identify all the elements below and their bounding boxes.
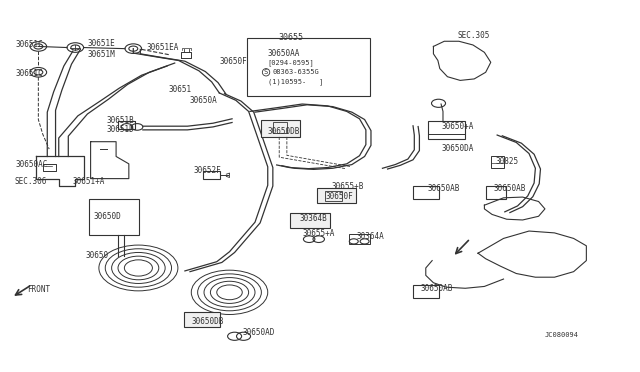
Text: 30364A: 30364A [357, 232, 385, 241]
Text: 30650+A: 30650+A [441, 122, 474, 131]
Text: 30650F: 30650F [325, 192, 353, 201]
Bar [184, 311, 220, 327]
Text: 30650DA: 30650DA [441, 144, 474, 153]
Bar [486, 186, 506, 199]
Text: 30650AB: 30650AB [427, 185, 460, 193]
Text: S: S [264, 69, 268, 75]
Bar [203, 171, 220, 179]
Bar [273, 122, 287, 133]
Text: SEC.305: SEC.305 [457, 31, 490, 40]
Text: 30650: 30650 [86, 251, 109, 260]
Text: 30650AB: 30650AB [493, 185, 525, 193]
Text: 30651E: 30651E [88, 39, 115, 48]
Bar [261, 119, 300, 137]
Text: 30655+A: 30655+A [302, 230, 335, 238]
Text: 30655+B: 30655+B [332, 182, 364, 191]
Text: 30651M: 30651M [88, 50, 115, 59]
Bar [90, 199, 139, 235]
Text: 30650DB: 30650DB [268, 127, 300, 136]
Bar [325, 191, 342, 201]
Text: 30650DB: 30650DB [191, 317, 223, 326]
Text: 08363-6355G: 08363-6355G [272, 69, 319, 75]
Text: 30650AC: 30650AC [15, 160, 48, 169]
Text: FRONT: FRONT [27, 285, 50, 294]
Bar [428, 121, 465, 140]
Bar [317, 188, 356, 203]
Text: 30651EA: 30651EA [147, 43, 179, 52]
Text: (1)10595-   ]: (1)10595- ] [268, 78, 323, 85]
Text: 30650D: 30650D [94, 212, 122, 221]
Text: 30651D: 30651D [106, 125, 134, 134]
Bar [247, 38, 370, 96]
Text: 30651: 30651 [169, 85, 192, 94]
Bar [349, 234, 370, 244]
Text: SEC.306: SEC.306 [14, 177, 47, 186]
Text: 30650AB: 30650AB [420, 284, 453, 293]
Text: [0294-0595]: [0294-0595] [268, 60, 314, 67]
Text: 30651+A: 30651+A [73, 177, 105, 186]
Text: 30651C: 30651C [15, 41, 43, 49]
Bar [413, 186, 438, 199]
Text: 30650AA: 30650AA [268, 49, 300, 58]
Bar [290, 212, 330, 228]
Text: JC080094: JC080094 [544, 332, 579, 338]
Text: 30655: 30655 [278, 33, 303, 42]
Text: 30650F: 30650F [220, 57, 248, 66]
Text: 30650A: 30650A [189, 96, 217, 105]
Text: 30651B: 30651B [106, 116, 134, 125]
Bar [413, 285, 438, 298]
Bar [491, 157, 504, 168]
Text: 30651C: 30651C [15, 69, 43, 78]
Text: 30364B: 30364B [300, 214, 327, 223]
Text: 30652F: 30652F [194, 166, 221, 175]
Text: 30825: 30825 [495, 157, 518, 166]
Text: 30650AD: 30650AD [243, 328, 275, 337]
